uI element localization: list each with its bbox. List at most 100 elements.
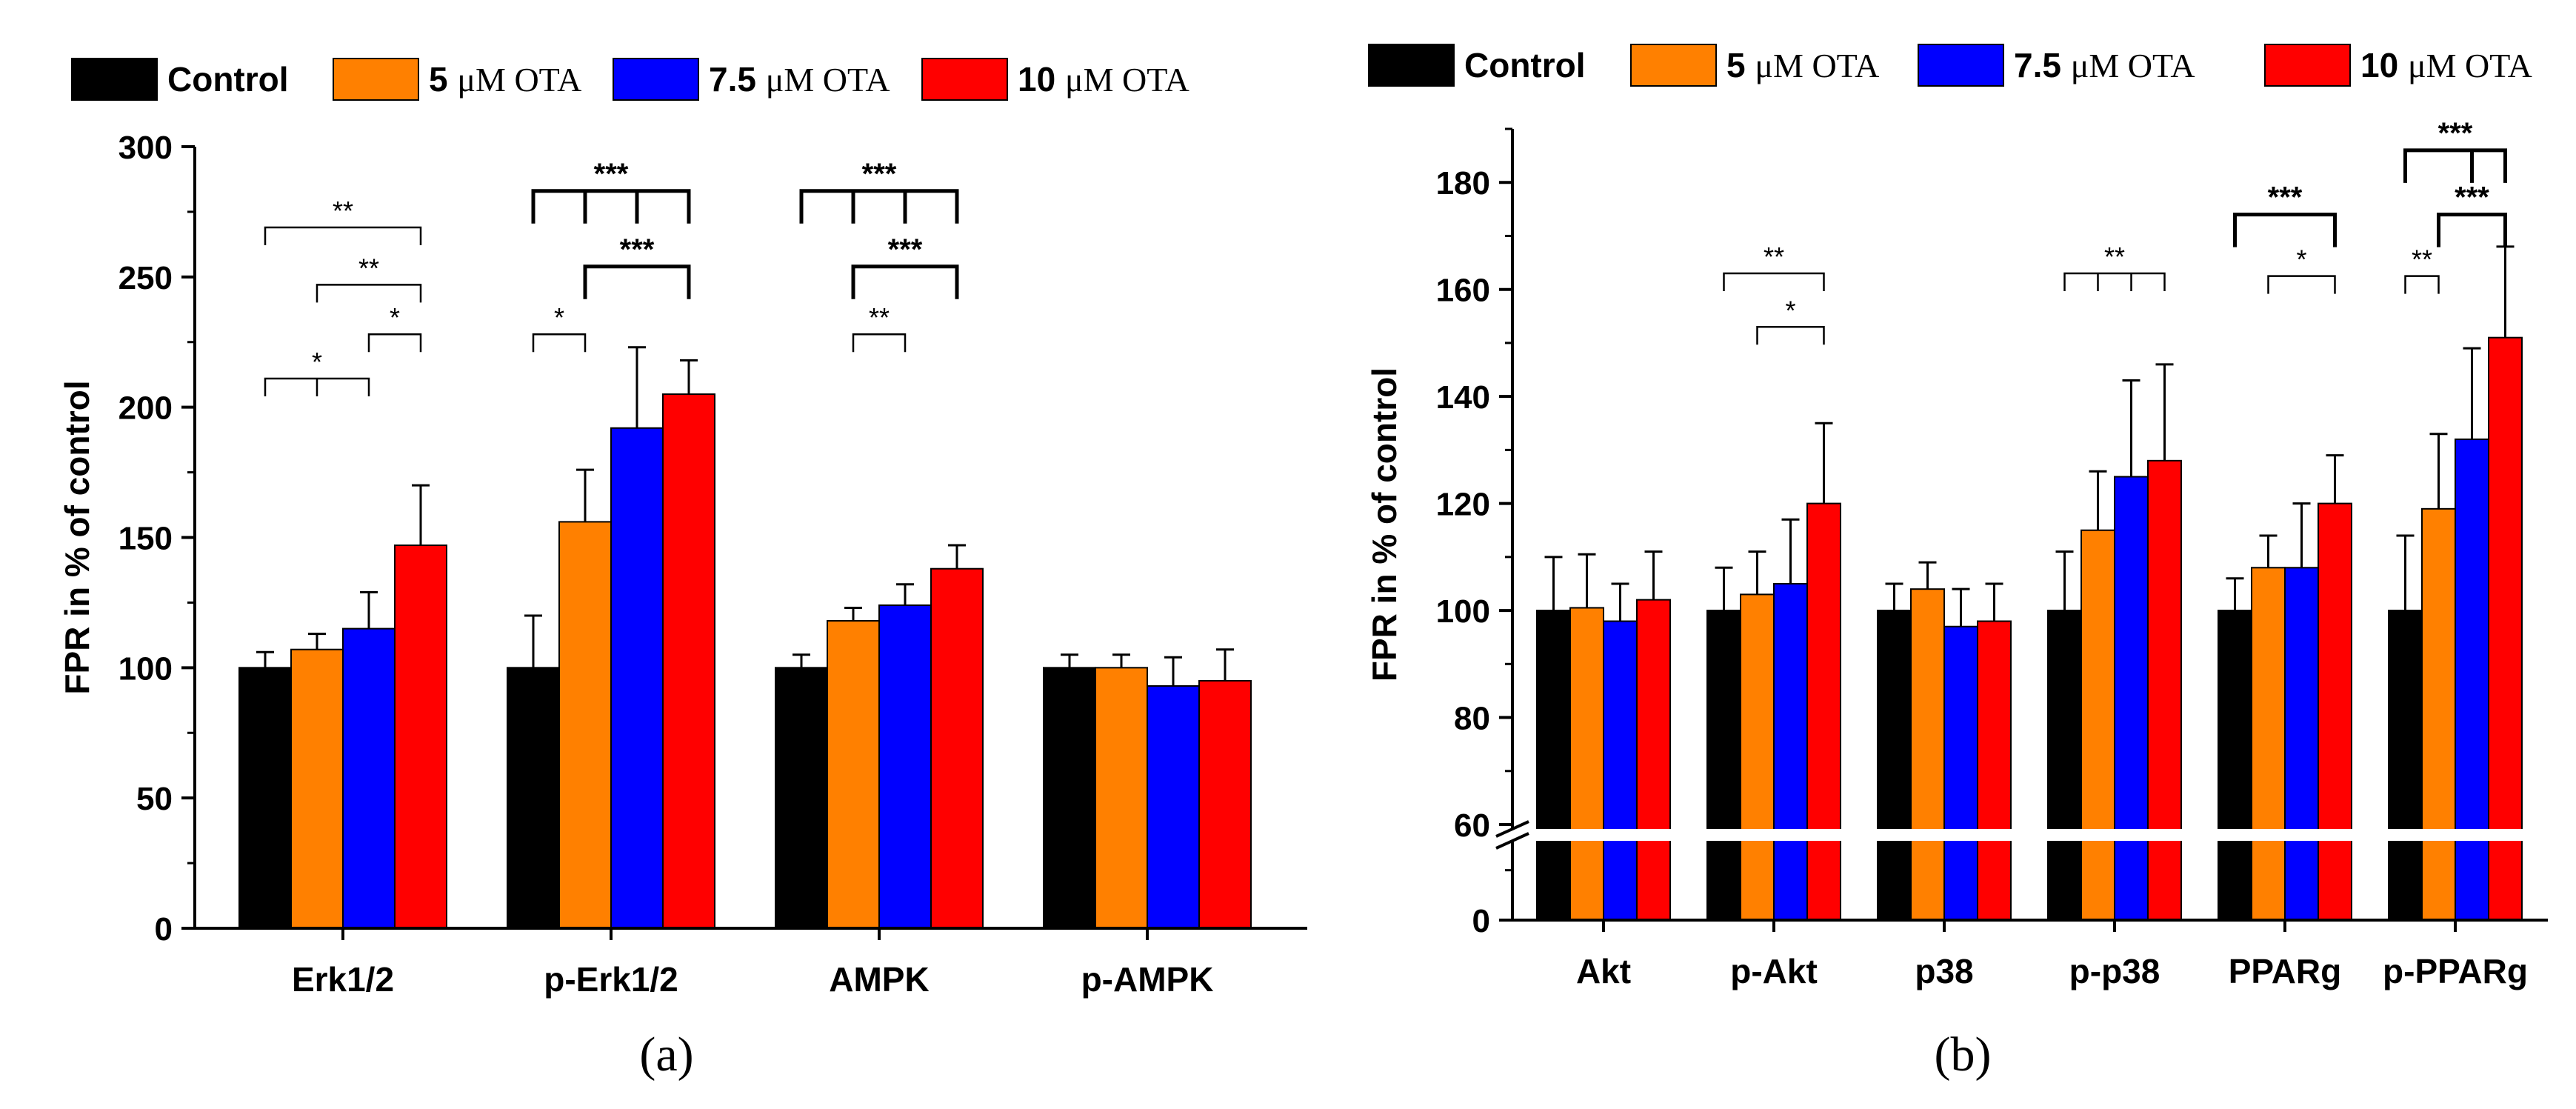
significance-bracket-1 [316, 284, 422, 303]
legend-swatch-0 [71, 58, 158, 101]
significance-bracket-0 [1723, 272, 1825, 292]
y-tick-label-3: 100 [1436, 593, 1490, 630]
significance-bracket-4 [2267, 275, 2336, 294]
y-tick-label-1: 60 [1454, 807, 1490, 844]
significance-bracket-3 [264, 377, 370, 396]
y-tick-label-6: 300 [119, 130, 173, 166]
significance-bracket-8 [851, 264, 959, 299]
bar-1-3 [662, 393, 715, 929]
y-tick-label-0: 0 [1472, 903, 1490, 939]
bar-1-0 [1706, 610, 1741, 921]
legend-swatch-2 [1918, 44, 2004, 87]
significance-label-7: ** [2412, 244, 2432, 275]
legend-entry-1: 5 μM OTA [1726, 46, 1879, 84]
legend-entry-1: 5 μM OTA [429, 60, 581, 99]
significance-bracket-4 [531, 189, 691, 224]
legend-entry-2: 7.5 μM OTA [2014, 46, 2195, 84]
category-label-1: p-Akt [1730, 952, 1818, 990]
significance-label-8: *** [888, 233, 923, 266]
legend-swatch-3 [2264, 44, 2351, 87]
legend-swatch-1 [333, 58, 419, 101]
bar-1-2 [610, 427, 664, 929]
significance-bracket-9 [852, 333, 907, 353]
bar-0-1 [290, 648, 344, 929]
y-tick-label-4: 120 [1436, 487, 1490, 523]
y-tick-label-2: 80 [1454, 701, 1490, 737]
bar-3-3 [2147, 459, 2182, 921]
bar-3-3 [1198, 679, 1252, 930]
y-tick-label-5: 140 [1436, 379, 1490, 416]
y-tick-label-4: 200 [119, 390, 173, 427]
legend-swatch-0 [1368, 44, 1455, 87]
bar-4-2 [2284, 567, 2319, 921]
bar-2-2 [1943, 625, 1978, 921]
panel-a-chart: Control 5 μM OTA 7.5 μM OTA 10 μM OTA Erk1/2… [58, 58, 1307, 1082]
significance-label-5: *** [2438, 117, 2473, 150]
significance-label-2: * [390, 302, 400, 333]
category-label-4: PPARg [2229, 952, 2342, 990]
bar-3-0 [1043, 667, 1096, 929]
category-label-2: AMPK [829, 960, 929, 999]
bar-2-3 [1977, 620, 2012, 921]
bar-1-3 [1806, 502, 1841, 921]
significance-bracket-3 [2233, 213, 2337, 247]
significance-label-4: *** [594, 158, 629, 190]
significance-bracket-7 [2404, 275, 2440, 294]
legend-entry-2: 7.5 μM OTA [709, 60, 890, 99]
category-label-0: Akt [1576, 952, 1631, 990]
legend-entry-0: Control [167, 60, 289, 99]
significance-bracket-5 [583, 264, 691, 299]
significance-bracket-7 [799, 189, 959, 224]
significance-label-1: * [1785, 295, 1795, 325]
category-label-0: Erk1/2 [292, 960, 394, 999]
bar-4-0 [2218, 610, 2252, 921]
bar-3-2 [1147, 685, 1200, 929]
legend-entry-3: 10 μM OTA [1018, 60, 1189, 99]
y-tick-label-0: 0 [155, 911, 173, 948]
bar-5-0 [2388, 610, 2423, 921]
bar-0-0 [238, 667, 292, 929]
significance-label-7: *** [862, 158, 897, 190]
significance-label-9: ** [869, 302, 890, 333]
significance-bracket-2 [367, 333, 422, 353]
bar-5-1 [2421, 507, 2456, 921]
bar-2-1 [1910, 588, 1945, 922]
bar-2-0 [1877, 610, 1912, 921]
significance-bracket-2 [2063, 272, 2166, 292]
legend-swatch-2 [613, 58, 699, 101]
axis-break-mark-upper [1495, 820, 1529, 838]
significance-bracket-6 [532, 333, 587, 353]
category-label-5: p-PPARg [2383, 952, 2528, 990]
bar-0-2 [1603, 620, 1638, 921]
significance-label-1: ** [358, 253, 379, 283]
legend-entry-0: Control [1464, 46, 1586, 84]
bar-0-3 [1636, 599, 1671, 922]
bar-3-2 [2114, 476, 2149, 921]
bar-1-0 [507, 667, 560, 929]
bar-3-1 [2081, 529, 2115, 921]
category-label-1: p-Erk1/2 [544, 960, 678, 999]
bar-1-1 [1740, 593, 1775, 922]
bar-2-2 [878, 604, 932, 930]
y-axis-label: FPR in % of control [58, 380, 96, 694]
significance-label-0: ** [1764, 242, 1784, 272]
bar-1-1 [558, 521, 612, 929]
bar-4-1 [2251, 567, 2286, 921]
bar-3-1 [1095, 667, 1148, 929]
significance-label-0: ** [333, 196, 353, 226]
significance-label-5: *** [620, 233, 655, 266]
y-axis-label: FPR in % of control [1365, 367, 1404, 682]
bar-5-2 [2455, 438, 2489, 921]
bar-2-0 [775, 667, 828, 929]
panel-label: (b) [1935, 1028, 1992, 1082]
category-label-2: p38 [1915, 952, 1973, 990]
y-tick-label-5: 250 [119, 260, 173, 296]
bar-3-0 [2047, 610, 2082, 921]
significance-label-3: *** [2268, 181, 2303, 214]
bar-0-2 [342, 627, 396, 929]
significance-label-4: * [2296, 244, 2306, 275]
bar-2-1 [827, 620, 880, 929]
y-tick-label-6: 160 [1436, 273, 1490, 309]
bar-0-0 [1536, 610, 1571, 921]
